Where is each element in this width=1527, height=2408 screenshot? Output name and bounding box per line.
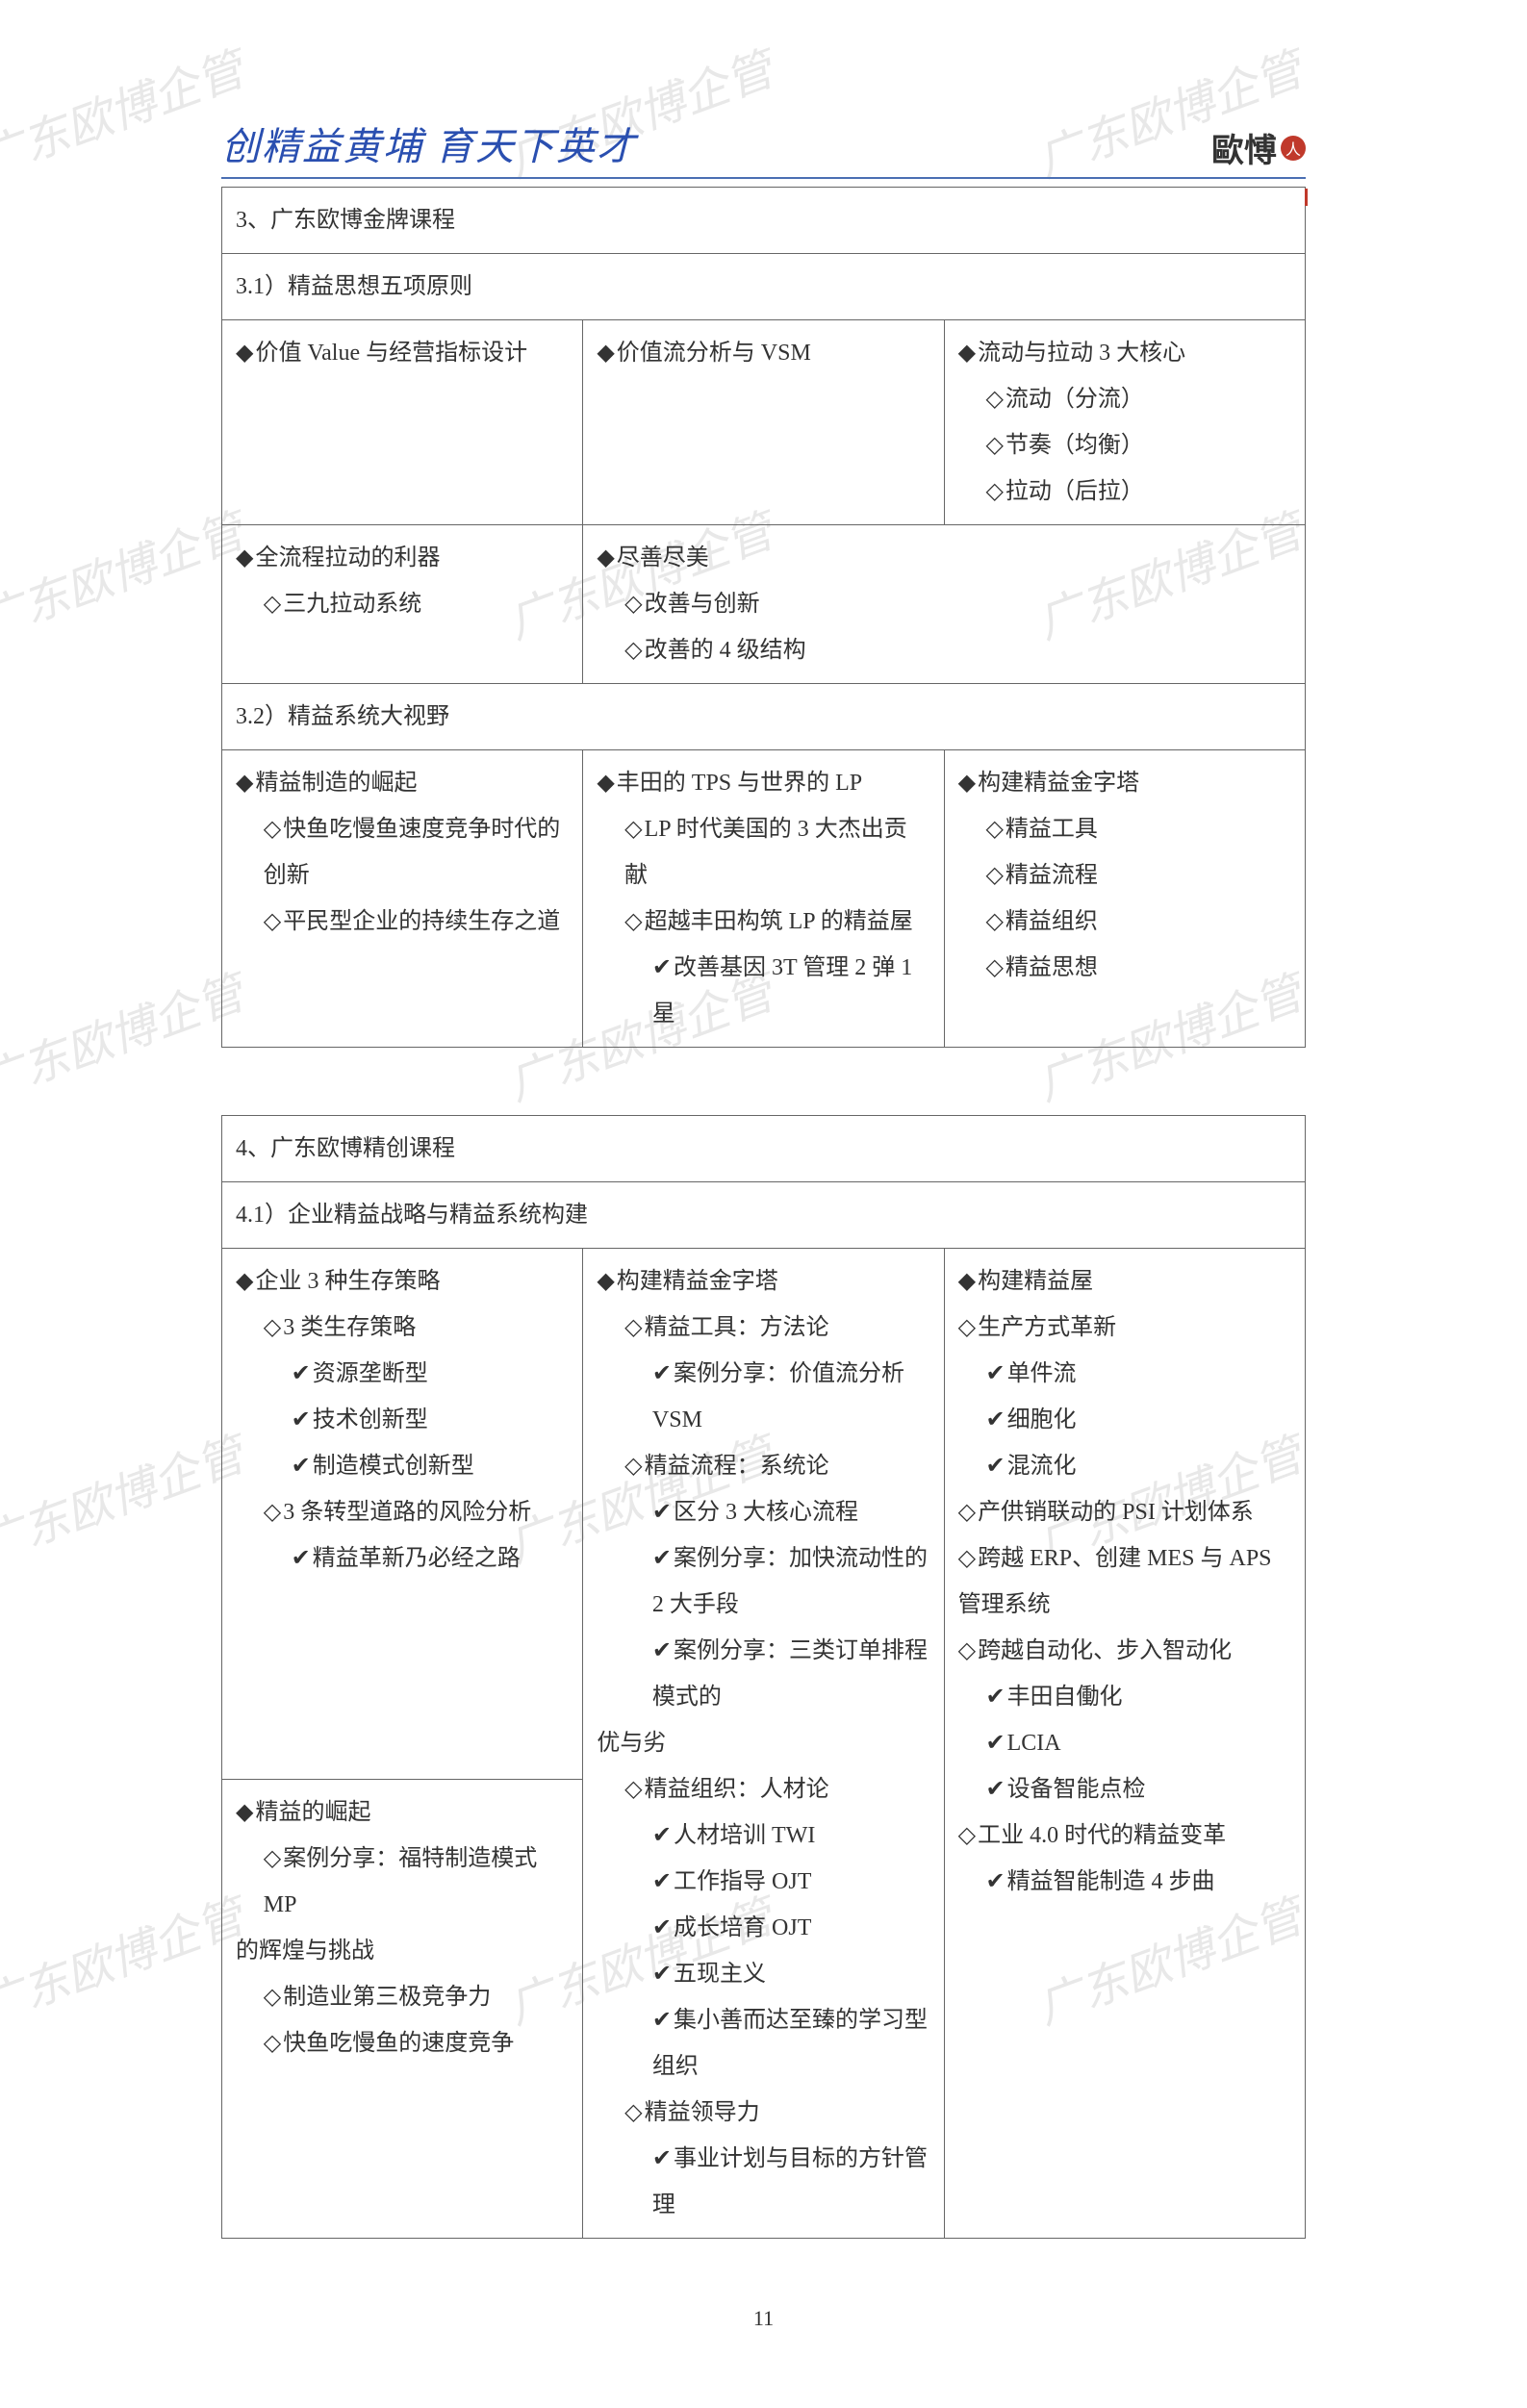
s3s2-r1c2: 丰田的 TPS 与世界的 LP LP 时代美国的 3 大杰出贡献 超越丰田构筑 …	[583, 750, 944, 1048]
s4-c3: 构建精益屋 生产方式革新单件流细胞化混流化产供销联动的 PSI 计划体系跨越 E…	[944, 1249, 1305, 2239]
cell-main: 构建精益金字塔	[958, 771, 1139, 796]
cell-main: 尽善尽美	[597, 545, 708, 570]
section4-table: 4、广东欧博精创课程 4.1）企业精益战略与精益系统构建 企业 3 种生存策略 …	[221, 1115, 1306, 2239]
accent-bar	[1305, 189, 1308, 206]
cell-sub: 改善与创新	[597, 581, 1291, 627]
cell-main: 企业 3 种生存策略	[236, 1269, 440, 1294]
section3-table: 3、广东欧博金牌课程 3.1）精益思想五项原则 价值 Value 与经营指标设计…	[221, 187, 1306, 1048]
cell-main: 全流程拉动的利器	[236, 545, 440, 570]
cell-check: 集小善而达至臻的学习型组织	[597, 1997, 929, 2090]
cell-check: 区分 3 大核心流程	[597, 1489, 929, 1535]
section3-sub2-title: 3.2）精益系统大视野	[222, 684, 1306, 750]
page-header: 创精益黄埔 育天下英才 歐愽 人	[221, 115, 1306, 179]
cell-main: 构建精益金字塔	[597, 1269, 777, 1294]
cell-main: 精益的崛起	[236, 1800, 370, 1825]
page-content: 创精益黄埔 育天下英才 歐愽 人 3、广东欧博金牌课程 3.1）精益思想五项原则…	[0, 0, 1527, 2408]
cell-check: 制造模式创新型	[236, 1443, 569, 1489]
cell-check: 技术创新型	[236, 1397, 569, 1443]
cell-main: 价值 Value 与经营指标设计	[236, 341, 527, 366]
cell-sub: 拉动（后拉）	[958, 469, 1291, 515]
s4-c1-top: 企业 3 种生存策略 3 类生存策略资源垄断型技术创新型制造模式创新型3 条转型…	[222, 1249, 583, 1780]
s3s1-r2c1: 全流程拉动的利器 三九拉动系统	[222, 525, 583, 684]
cell-check: 改善基因 3T 管理 2 弹 1 星	[597, 945, 929, 1037]
cell-sub: 3 类生存策略	[236, 1305, 569, 1351]
cell-sub: 制造业第三极竞争力	[236, 1974, 569, 2020]
cell-check: 精益智能制造 4 步曲	[958, 1859, 1291, 1905]
cell-check: 案例分享：价值流分析 VSM	[597, 1351, 929, 1443]
cell-sub: 3 条转型道路的风险分析	[236, 1489, 569, 1535]
s4-c1-bot: 精益的崛起 案例分享：福特制造模式 MP的辉煌与挑战制造业第三极竞争力快鱼吃慢鱼…	[222, 1779, 583, 2238]
section4-title: 4、广东欧博精创课程	[222, 1116, 1306, 1182]
cell-sub: 精益思想	[958, 945, 1291, 991]
cell-check: 设备智能点检	[958, 1766, 1291, 1812]
cell-sub: 精益组织：人材论	[597, 1766, 929, 1812]
header-logo: 歐愽 人	[1211, 124, 1306, 171]
cell-sub: 精益领导力	[597, 2090, 929, 2136]
cell-main: 丰田的 TPS 与世界的 LP	[597, 771, 862, 796]
s3s1-r2c2: 尽善尽美 改善与创新 改善的 4 级结构	[583, 525, 1306, 684]
cell-sub: 跨越 ERP、创建 MES 与 APS 管理系统	[958, 1535, 1291, 1628]
s4-c2: 构建精益金字塔 精益工具：方法论案例分享：价值流分析 VSM精益流程：系统论区分…	[583, 1249, 944, 2239]
section3-title: 3、广东欧博金牌课程	[222, 188, 1306, 254]
cell-sub: 精益工具	[958, 806, 1291, 852]
cell-main: 精益制造的崛起	[236, 771, 417, 796]
s3s1-r1c2: 价值流分析与 VSM	[583, 320, 944, 525]
cell-sub: 精益流程：系统论	[597, 1443, 929, 1489]
logo-seal-icon: 人	[1281, 136, 1306, 161]
cell-check: 混流化	[958, 1443, 1291, 1489]
cell-sub: 案例分享：福特制造模式 MP	[236, 1836, 569, 1928]
cell-check: 案例分享：加快流动性的 2 大手段	[597, 1535, 929, 1628]
s3s1-r1c1: 价值 Value 与经营指标设计	[222, 320, 583, 525]
cell-main: 流动与拉动 3 大核心	[958, 341, 1185, 366]
page-number: 11	[221, 2306, 1306, 2331]
cell-sub: 精益组织	[958, 899, 1291, 945]
cell-sub: 产供销联动的 PSI 计划体系	[958, 1489, 1291, 1535]
cell-sub: 流动（分流）	[958, 376, 1291, 422]
cell-sub: 精益工具：方法论	[597, 1305, 929, 1351]
cell-check: 成长培育 OJT	[597, 1905, 929, 1951]
cell-sub: 精益流程	[958, 852, 1291, 899]
cell-check: 事业计划与目标的方针管理	[597, 2136, 929, 2228]
cell-check: 单件流	[958, 1351, 1291, 1397]
cell-sub: 超越丰田构筑 LP 的精益屋	[597, 899, 929, 945]
cell-sub: LP 时代美国的 3 大杰出贡献	[597, 806, 929, 899]
cell-check: 人材培训 TWI	[597, 1812, 929, 1859]
cell-sub: 生产方式革新	[958, 1305, 1291, 1351]
cell-check: 案例分享：三类订单排程模式的	[597, 1628, 929, 1720]
cell-check: 工作指导 OJT	[597, 1859, 929, 1905]
cell-sub: 节奏（均衡）	[958, 422, 1291, 469]
cell-check: LCIA	[958, 1720, 1291, 1766]
s3s2-r1c1: 精益制造的崛起 快鱼吃慢鱼速度竞争时代的创新 平民型企业的持续生存之道	[222, 750, 583, 1048]
cell-main: 构建精益屋	[958, 1269, 1093, 1294]
cell-plain: 优与劣	[597, 1720, 929, 1766]
header-slogan: 创精益黄埔 育天下英才	[221, 115, 637, 171]
cell-sub: 改善的 4 级结构	[597, 627, 1291, 673]
s3s2-r1c3: 构建精益金字塔 精益工具 精益流程 精益组织 精益思想	[944, 750, 1305, 1048]
cell-check: 五现主义	[597, 1951, 929, 1997]
cell-sub: 平民型企业的持续生存之道	[236, 899, 569, 945]
cell-sub: 快鱼吃慢鱼速度竞争时代的创新	[236, 806, 569, 899]
cell-sub: 工业 4.0 时代的精益变革	[958, 1812, 1291, 1859]
logo-text: 歐愽	[1211, 124, 1277, 171]
cell-check: 细胞化	[958, 1397, 1291, 1443]
s3s1-r1c3: 流动与拉动 3 大核心 流动（分流） 节奏（均衡） 拉动（后拉）	[944, 320, 1305, 525]
cell-sub: 快鱼吃慢鱼的速度竞争	[236, 2020, 569, 2066]
cell-check: 资源垄断型	[236, 1351, 569, 1397]
cell-sub: 跨越自动化、步入智动化	[958, 1628, 1291, 1674]
cell-sub: 三九拉动系统	[236, 581, 569, 627]
cell-plain: 的辉煌与挑战	[236, 1928, 569, 1974]
cell-check: 丰田自働化	[958, 1674, 1291, 1720]
section3-sub1-title: 3.1）精益思想五项原则	[222, 254, 1306, 320]
section4-sub1-title: 4.1）企业精益战略与精益系统构建	[222, 1182, 1306, 1249]
cell-main: 价值流分析与 VSM	[597, 341, 811, 366]
cell-check: 精益革新乃必经之路	[236, 1535, 569, 1582]
